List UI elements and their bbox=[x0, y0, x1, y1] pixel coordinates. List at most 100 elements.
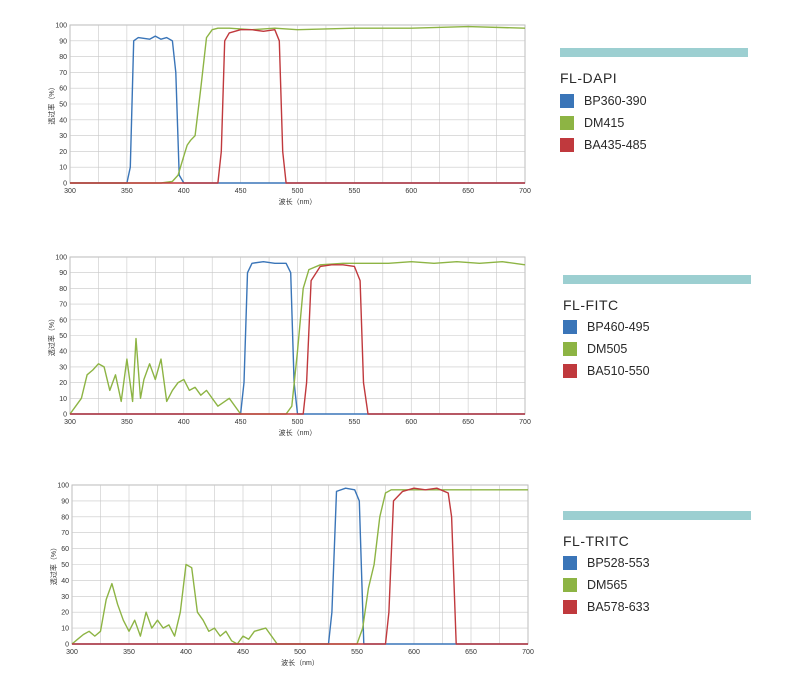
x-tick-label: 350 bbox=[123, 649, 135, 656]
x-tick-label: 550 bbox=[349, 419, 361, 426]
chart-dapi: 300 350 400 450 500 550 600 650 700 0 10 20 30 40 50 60… bbox=[47, 23, 531, 207]
y-tick-label: 70 bbox=[59, 302, 67, 309]
legend-label: DM505 bbox=[587, 342, 628, 356]
legend-swatch bbox=[560, 116, 574, 130]
y-tick-label: 40 bbox=[59, 117, 67, 124]
x-tick-label: 650 bbox=[462, 419, 474, 426]
y-tick-label: 10 bbox=[59, 396, 67, 403]
y-tick-label: 10 bbox=[61, 626, 69, 633]
y-tick-label: 90 bbox=[59, 270, 67, 277]
series-line-ba435-485 bbox=[70, 29, 525, 184]
x-tick-label: 600 bbox=[405, 188, 417, 195]
x-tick-label: 550 bbox=[349, 188, 361, 195]
y-tick-label: 30 bbox=[59, 364, 67, 371]
x-tick-label: 450 bbox=[237, 649, 249, 656]
x-axis-label: 波长（nm） bbox=[281, 658, 319, 667]
legend-swatch bbox=[563, 556, 577, 570]
y-tick-label: 70 bbox=[61, 530, 69, 537]
chart-fitc: 300 350 400 450 500 550 600 650 700 0 10 20 30 40 50 60… bbox=[47, 255, 531, 438]
legend-swatch bbox=[563, 320, 577, 334]
y-axis-label: 透过率（%） bbox=[47, 83, 56, 124]
x-tick-label: 350 bbox=[121, 188, 133, 195]
y-tick-label: 20 bbox=[59, 380, 67, 387]
legend-header-bar bbox=[563, 511, 751, 520]
x-tick-label: 450 bbox=[235, 188, 247, 195]
y-tick-label: 80 bbox=[59, 54, 67, 61]
x-tick-label: 550 bbox=[351, 649, 363, 656]
chart-panel-fitc: 300 350 400 450 500 550 600 650 700 0 10 20 30 40 50 60… bbox=[0, 230, 800, 450]
legend-label: DM415 bbox=[584, 116, 625, 130]
y-tick-label: 10 bbox=[59, 165, 67, 172]
x-tick-label: 400 bbox=[180, 649, 192, 656]
series-line-bp460-495 bbox=[70, 261, 525, 415]
y-tick-label: 0 bbox=[63, 412, 67, 419]
legend-swatch bbox=[563, 578, 577, 592]
y-tick-label: 40 bbox=[61, 578, 69, 585]
x-tick-label: 650 bbox=[462, 188, 474, 195]
y-tick-label: 50 bbox=[59, 102, 67, 109]
y-axis-label: 透过率（%） bbox=[47, 315, 56, 356]
x-tick-label: 600 bbox=[405, 419, 417, 426]
x-tick-label: 600 bbox=[408, 649, 420, 656]
x-tick-label: 700 bbox=[522, 649, 534, 656]
y-axis-label: 透过率（%） bbox=[49, 544, 58, 585]
legend-title: FL-TRITC bbox=[563, 533, 630, 549]
x-tick-label: 450 bbox=[235, 419, 247, 426]
series-line-dm415 bbox=[70, 25, 526, 184]
x-axis-label: 波长（nm） bbox=[279, 197, 317, 206]
x-tick-label: 700 bbox=[519, 419, 531, 426]
legend-label: BA578-633 bbox=[587, 600, 650, 614]
legend-swatch bbox=[563, 342, 577, 356]
legend-header-bar bbox=[563, 275, 751, 284]
legend-label: BP528-553 bbox=[587, 556, 650, 570]
legend-label: BP360-390 bbox=[584, 94, 647, 108]
legend-swatch bbox=[563, 364, 577, 378]
y-tick-label: 100 bbox=[57, 483, 69, 490]
y-tick-label: 100 bbox=[55, 23, 67, 30]
chart-panel-dapi: 300 350 400 450 500 550 600 650 700 0 10 20 30 40 50 60… bbox=[0, 0, 800, 220]
legend-label: DM565 bbox=[587, 578, 628, 592]
series-line-ba578-633 bbox=[72, 487, 528, 645]
y-tick-label: 20 bbox=[59, 149, 67, 156]
y-tick-label: 90 bbox=[59, 38, 67, 45]
y-tick-label: 70 bbox=[59, 70, 67, 77]
legend-swatch bbox=[560, 138, 574, 152]
x-tick-label: 500 bbox=[292, 188, 304, 195]
legend-swatch bbox=[560, 94, 574, 108]
x-axis-label: 波长（nm） bbox=[279, 428, 317, 437]
legend-label: BP460-495 bbox=[587, 320, 650, 334]
legend-label: BA510-550 bbox=[587, 364, 650, 378]
y-tick-label: 0 bbox=[65, 642, 69, 649]
x-tick-label: 700 bbox=[519, 188, 531, 195]
series-line-dm565 bbox=[71, 489, 528, 645]
legend-label: BA435-485 bbox=[584, 138, 647, 152]
series-line-ba510-550 bbox=[70, 264, 525, 415]
chart-tritc: 300 350 400 450 500 550 600 650 700 0 10 20 30 40 50 60… bbox=[49, 483, 534, 668]
y-tick-label: 100 bbox=[55, 255, 67, 262]
x-tick-label: 300 bbox=[64, 419, 76, 426]
y-tick-label: 50 bbox=[61, 562, 69, 569]
y-tick-label: 30 bbox=[61, 594, 69, 601]
x-tick-label: 500 bbox=[294, 649, 306, 656]
y-tick-label: 20 bbox=[61, 610, 69, 617]
legend-title: FL-FITC bbox=[563, 297, 619, 313]
legend-title: FL-DAPI bbox=[560, 70, 618, 86]
x-tick-label: 300 bbox=[64, 188, 76, 195]
y-tick-label: 40 bbox=[59, 349, 67, 356]
series-line-dm505 bbox=[69, 261, 526, 415]
y-tick-label: 60 bbox=[59, 317, 67, 324]
y-tick-label: 30 bbox=[59, 133, 67, 140]
x-tick-label: 500 bbox=[292, 419, 304, 426]
x-tick-label: 650 bbox=[465, 649, 477, 656]
x-tick-label: 400 bbox=[178, 188, 190, 195]
y-tick-label: 80 bbox=[61, 514, 69, 521]
x-tick-label: 350 bbox=[121, 419, 133, 426]
x-tick-label: 400 bbox=[178, 419, 190, 426]
y-tick-label: 80 bbox=[59, 286, 67, 293]
y-tick-label: 90 bbox=[61, 498, 69, 505]
x-tick-label: 300 bbox=[66, 649, 78, 656]
y-tick-label: 60 bbox=[59, 86, 67, 93]
series-line-bp360-390 bbox=[70, 35, 525, 184]
legend-header-bar bbox=[560, 48, 748, 57]
chart-panel-tritc: 300 350 400 450 500 550 600 650 700 0 10 20 30 40 50 60… bbox=[0, 460, 800, 680]
